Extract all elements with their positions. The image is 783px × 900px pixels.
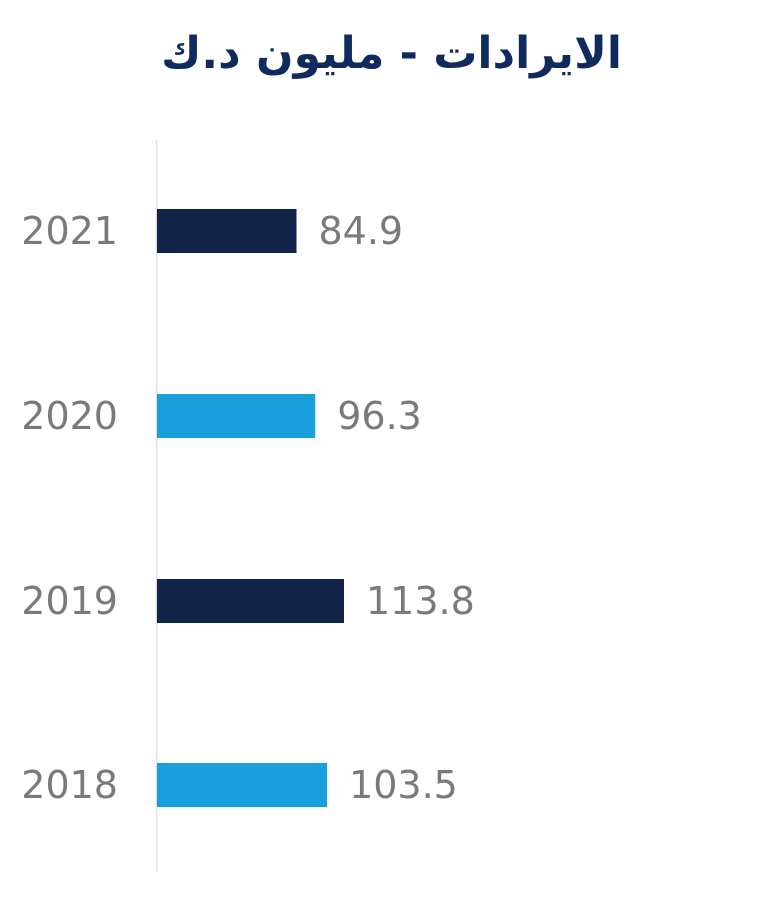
value-label-2018: 103.5 bbox=[349, 763, 458, 807]
chart-title: الايرادات - مليون د.ك bbox=[161, 28, 622, 79]
category-label-2020: 2020 bbox=[21, 394, 118, 438]
category-label-2018: 2018 bbox=[21, 763, 118, 807]
value-label-2019: 113.8 bbox=[366, 579, 475, 623]
category-label-2019: 2019 bbox=[21, 579, 118, 623]
bar-2019 bbox=[157, 579, 344, 623]
value-label-2020: 96.3 bbox=[337, 394, 422, 438]
bar-2020 bbox=[157, 394, 316, 438]
value-label-2021: 84.9 bbox=[319, 209, 404, 253]
bar-2021 bbox=[157, 209, 297, 253]
bar-2018 bbox=[157, 763, 328, 807]
category-label-2021: 2021 bbox=[21, 209, 118, 253]
